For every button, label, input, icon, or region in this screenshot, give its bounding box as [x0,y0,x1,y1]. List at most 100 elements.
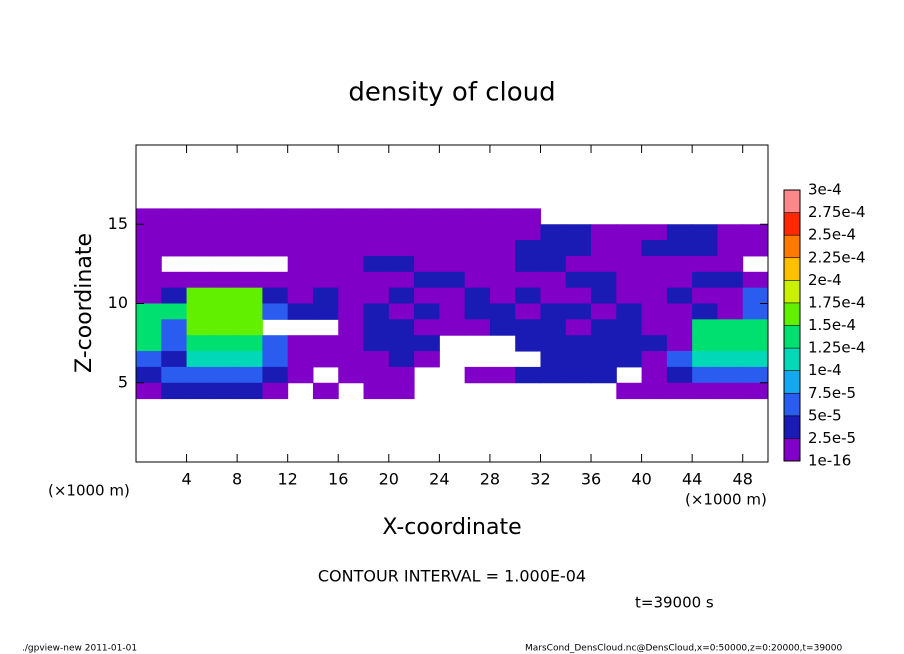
density-cell [136,224,162,241]
density-cell [312,382,339,400]
density-cell [161,224,188,241]
density-cell [515,303,541,320]
density-cell [136,335,162,352]
density-cell [565,319,592,336]
density-cell [464,287,491,304]
colorbar-band [784,235,800,258]
x-tick-label: 44 [682,470,702,489]
density-cell [666,351,693,368]
density-cell [489,255,516,273]
density-cell [161,208,188,225]
density-cell [262,335,289,352]
density-cell [338,208,365,225]
density-cell [338,351,365,368]
density-cell [641,319,668,336]
density-cell [489,208,516,225]
x-tick-label: 20 [379,470,399,489]
density-cell [312,208,339,225]
x-tick-label: 8 [232,470,242,489]
density-cell [565,351,592,368]
colorbar-label: 1e-4 [808,361,842,379]
density-cell [591,335,617,352]
density-cell [211,240,238,257]
density-cell [161,303,188,320]
density-cell [515,319,541,336]
density-cell [186,271,213,289]
density-cell [363,303,390,320]
density-cell [489,366,516,384]
colorbar-band [784,302,800,326]
density-cell [439,319,466,336]
density-cell [540,287,567,304]
density-cell [363,366,390,384]
colorbar-label: 1.5e-4 [808,316,856,334]
x-tick-label: 4 [181,470,191,489]
density-cell [591,255,617,273]
density-cell [565,366,592,384]
density-cell [515,366,541,384]
density-cell [338,271,365,289]
y-axis-label: Z-coordinate [72,233,97,373]
density-cell [515,255,541,273]
density-cell [515,335,541,352]
y-unit: (×1000 m) [48,482,130,500]
footer-left: ./gpview-new 2011-01-01 [22,644,137,654]
density-cell [540,240,567,257]
density-cell [388,224,415,241]
density-cell [692,335,718,352]
chart-title: density of cloud [348,78,555,108]
density-cell [287,351,314,368]
density-cell [540,319,567,336]
density-cell [237,271,263,289]
colorbar-band [784,190,800,213]
y-tick-label: 10 [108,293,128,312]
density-cell [161,335,188,352]
colorbar-label: 2.75e-4 [808,203,866,221]
density-cell [641,382,668,400]
density-cell [414,224,440,241]
density-cell [363,224,390,241]
x-unit: (×1000 m) [685,491,767,509]
density-cell [161,271,188,289]
density-cell [742,224,769,241]
density-cell [616,287,643,304]
density-cell [312,335,339,352]
density-cell [136,351,162,368]
x-tick-label: 24 [429,470,449,489]
density-cell [616,224,643,241]
density-cell [287,271,314,289]
density-cell [742,303,769,320]
density-cell [565,240,592,257]
density-cell [414,271,440,289]
density-cell [666,240,693,257]
colorbar-label: 5e-5 [808,406,842,424]
x-axis-label: X-coordinate [382,515,521,540]
density-cell [641,351,668,368]
density-cell [237,208,263,225]
density-cell [616,303,643,320]
density-cell [237,366,263,384]
density-cell [338,287,365,304]
density-cell [312,351,339,368]
x-tick-label: 36 [581,470,601,489]
density-cell [591,271,617,289]
density-cell [388,382,415,400]
density-cell [540,271,567,289]
density-cell [489,240,516,257]
contour-interval: CONTOUR INTERVAL = 1.000E-04 [318,567,586,586]
density-cell [237,287,263,304]
density-cell [591,240,617,257]
density-cell [363,287,390,304]
density-cell [363,208,390,225]
colorbar-band [784,393,800,416]
density-cell [287,240,314,257]
density-cell [161,366,188,384]
density-cell [666,366,693,384]
x-tick-label: 12 [278,470,298,489]
colorbar-label: 2.5e-4 [808,226,856,244]
density-cell [641,224,668,241]
density-cell [439,224,466,241]
density-cell [616,271,643,289]
density-cell [186,351,213,368]
